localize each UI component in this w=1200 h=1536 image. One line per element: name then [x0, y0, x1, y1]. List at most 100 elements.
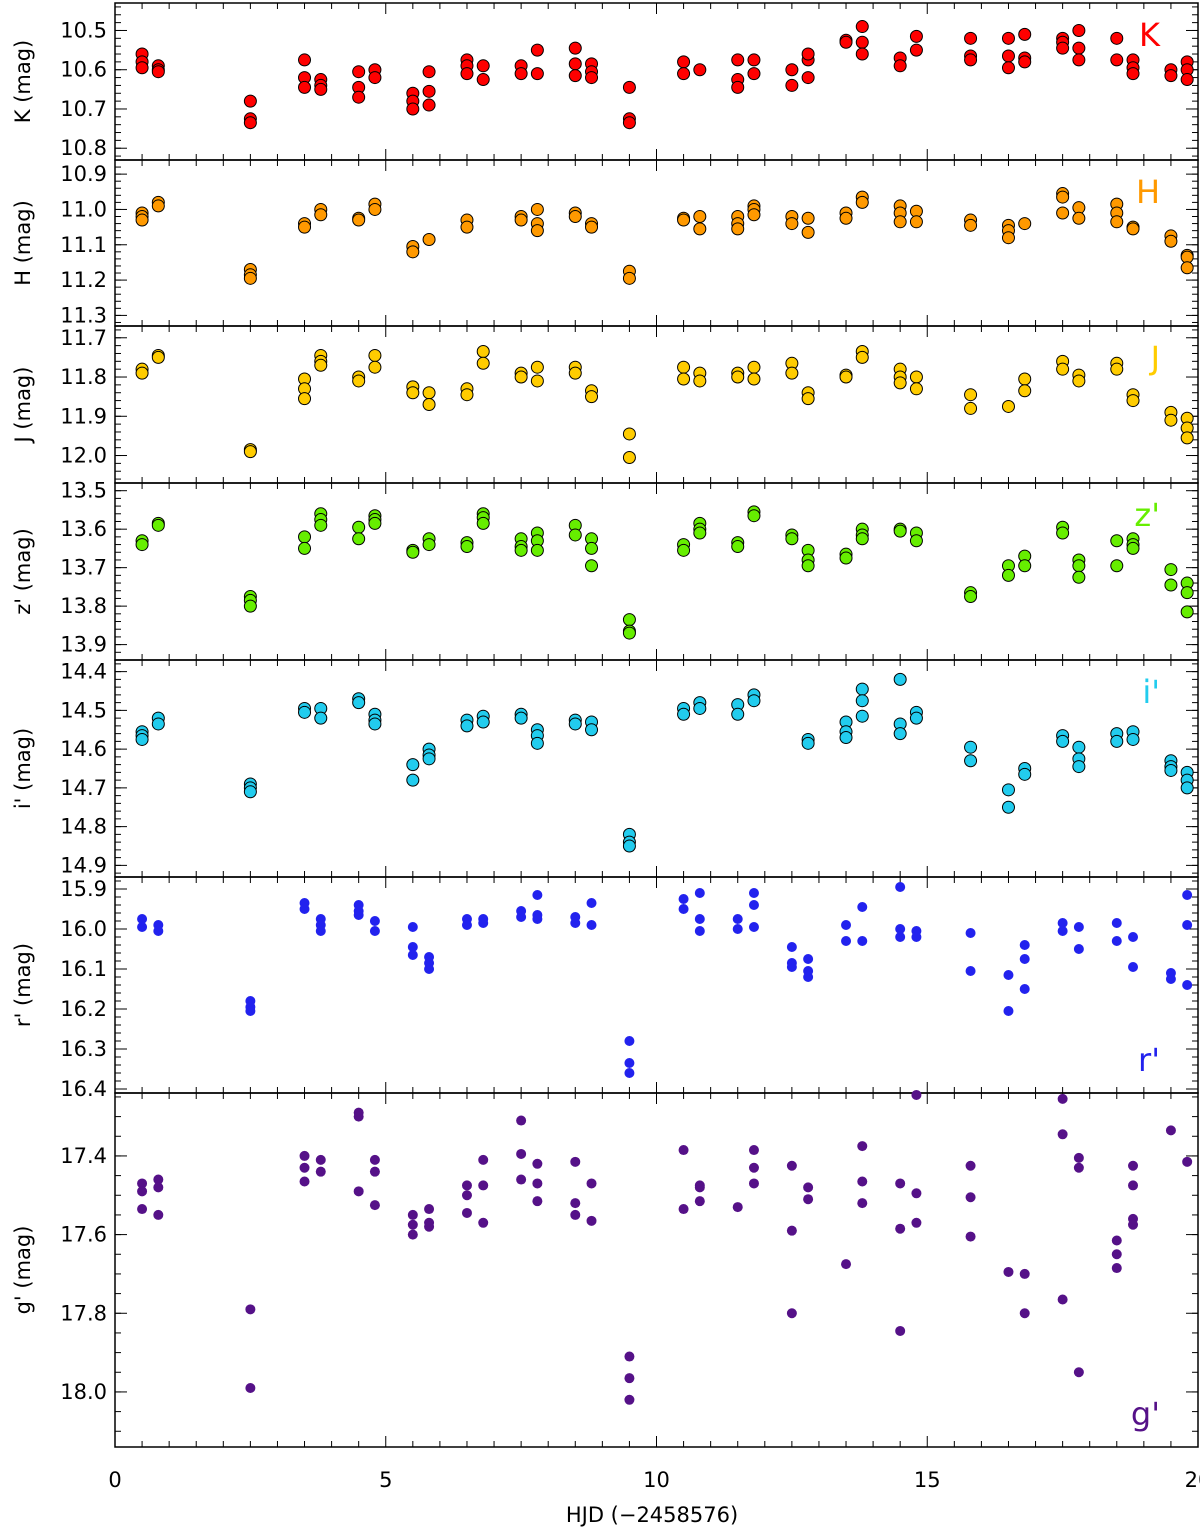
y-tick-label: 11.2	[60, 268, 107, 292]
data-point	[857, 936, 868, 946]
data-point	[243, 445, 257, 459]
data-point	[839, 731, 853, 744]
data-point	[678, 1204, 689, 1215]
data-point	[135, 213, 149, 227]
data-point	[803, 1194, 814, 1205]
data-point	[624, 1036, 635, 1046]
data-point	[570, 1198, 581, 1209]
data-point	[460, 719, 474, 733]
data-point	[801, 47, 815, 61]
panel-frame	[114, 659, 1199, 878]
band-tag: H	[1136, 173, 1160, 211]
data-point	[911, 1089, 922, 1100]
data-point	[855, 350, 869, 364]
data-point	[352, 520, 366, 534]
data-point	[568, 210, 582, 224]
data-point	[622, 271, 636, 285]
y-tick-label: 16.1	[60, 957, 107, 981]
data-point	[785, 217, 799, 231]
band-tag: r'	[1138, 1041, 1160, 1079]
data-point	[1111, 918, 1122, 928]
data-point	[369, 1154, 380, 1165]
data-point	[1056, 190, 1070, 204]
data-point	[801, 392, 815, 406]
data-point	[422, 398, 436, 411]
panel-k: 10.5 10.6 10.7 10.8 K (mag) K	[11, 2, 1199, 161]
data-point	[731, 80, 745, 94]
data-point	[352, 374, 366, 388]
data-point	[135, 61, 149, 75]
data-point	[839, 211, 853, 225]
x-axis: 0 5 10 15 20	[108, 1468, 1200, 1492]
data-point	[315, 1154, 326, 1165]
data-point	[1019, 984, 1030, 994]
data-point	[476, 345, 490, 359]
data-point	[530, 360, 544, 374]
data-point	[585, 71, 599, 85]
data-point	[1057, 918, 1068, 928]
data-point	[1018, 372, 1032, 386]
data-point	[530, 374, 544, 388]
data-point	[243, 94, 257, 108]
data-point	[314, 82, 328, 96]
data-point	[747, 372, 761, 386]
data-point	[1128, 932, 1139, 942]
data-point	[1072, 41, 1086, 55]
data-point	[478, 918, 489, 928]
data-point	[622, 613, 636, 627]
y-tick-label: 11.0	[60, 197, 107, 221]
data-point	[1056, 206, 1070, 220]
y-tick-label: 17.8	[60, 1301, 107, 1325]
data-point	[530, 202, 544, 216]
y-tick-label: 11.7	[60, 326, 107, 350]
data-point	[748, 1145, 759, 1156]
y-tick-label: 10.9	[60, 162, 107, 186]
y-tick-label: 13.7	[60, 556, 107, 580]
data-point	[424, 964, 435, 974]
data-point	[694, 1182, 705, 1193]
data-point	[315, 1166, 326, 1177]
data-point	[586, 1215, 597, 1226]
data-point	[731, 53, 745, 67]
y-tick-label: 13.9	[60, 633, 107, 657]
data-point	[693, 526, 707, 540]
x-tick-label: 0	[108, 1468, 121, 1492]
data-point	[1180, 605, 1194, 619]
data-point	[298, 53, 312, 67]
data-point	[570, 1156, 581, 1167]
data-point	[911, 1188, 922, 1199]
data-point	[748, 888, 759, 898]
data-point	[841, 920, 852, 930]
data-point	[369, 1166, 380, 1177]
data-point	[678, 1145, 689, 1156]
data-point	[893, 376, 907, 390]
data-point	[532, 914, 543, 924]
data-point	[624, 1394, 635, 1405]
data-point	[624, 1068, 635, 1078]
data-point	[1111, 1249, 1122, 1260]
data-point	[801, 736, 815, 750]
data-point	[299, 1176, 310, 1187]
data-point	[786, 1160, 797, 1171]
y-tick-label: 15.9	[60, 877, 107, 901]
data-point	[785, 78, 799, 92]
data-point	[747, 360, 761, 374]
data-point	[855, 20, 869, 34]
data-point	[476, 73, 490, 87]
data-point	[732, 924, 743, 934]
data-point	[1126, 541, 1140, 555]
data-point	[855, 47, 869, 61]
data-point	[1073, 922, 1084, 932]
data-point	[1057, 1294, 1068, 1305]
data-point	[911, 932, 922, 942]
data-point	[245, 1304, 256, 1315]
data-point	[245, 1006, 256, 1016]
data-point	[893, 727, 907, 741]
data-point	[153, 1209, 164, 1220]
data-point	[693, 222, 707, 236]
data-point	[678, 904, 689, 914]
data-point	[368, 360, 382, 374]
data-point	[1128, 1180, 1139, 1191]
data-point	[1019, 954, 1030, 964]
data-point	[530, 43, 544, 57]
